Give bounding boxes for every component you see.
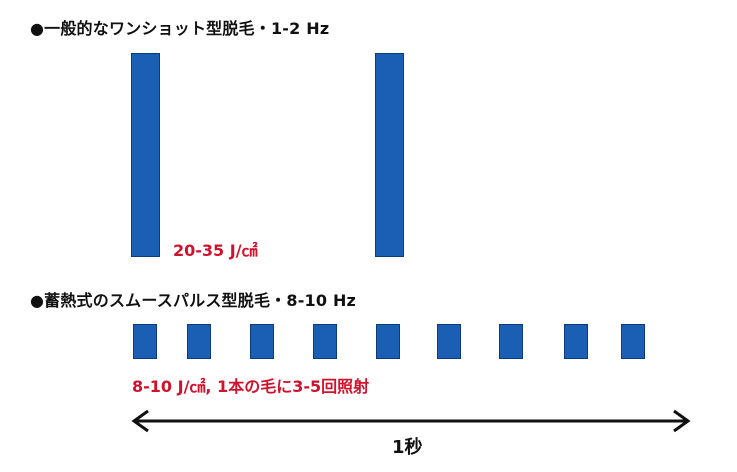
smooth-pulse-9 (621, 324, 645, 359)
one-shot-heading: ●一般的なワンショット型脱毛・1-2 Hz (30, 19, 330, 38)
smooth-pulse-4 (313, 324, 337, 359)
one-shot-pulse-1 (131, 53, 160, 257)
left-arrowhead-icon (131, 409, 149, 433)
one-shot-pulse-2 (375, 53, 404, 257)
smooth-pulse-3 (250, 324, 274, 359)
right-arrowhead-icon (673, 409, 691, 433)
smooth-pulse-5 (376, 324, 400, 359)
smooth-pulse-2 (187, 324, 211, 359)
smooth-pulse-6 (437, 324, 461, 359)
smooth-pulse-7 (499, 324, 523, 359)
smooth-pulse-1 (133, 324, 157, 359)
one-shot-energy-note: 20-35 J/㎠ (173, 241, 258, 260)
smooth-pulse-8 (564, 324, 588, 359)
smooth-pulse-heading: ●蓄熱式のスムースパルス型脱毛・8-10 Hz (30, 291, 357, 310)
time-axis-label: 1秒 (392, 437, 423, 458)
smooth-pulse-energy-note: 8-10 J/㎠, 1本の毛に3-5回照射 (132, 377, 370, 396)
